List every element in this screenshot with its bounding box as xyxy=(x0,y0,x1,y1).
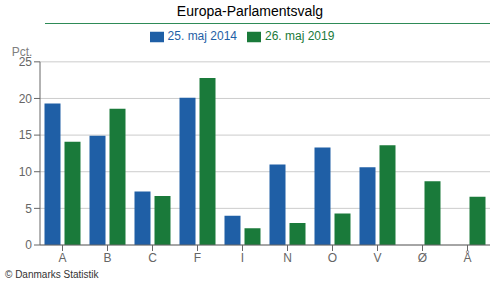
svg-text:C: C xyxy=(148,251,157,265)
svg-text:20: 20 xyxy=(19,92,33,106)
html-text:Europa-Parlamentsvalg: Europa-Parlamentsvalg xyxy=(176,3,324,19)
svg-text:5: 5 xyxy=(25,202,32,216)
svg-text:N: N xyxy=(283,251,292,265)
svg-text:F: F xyxy=(194,251,201,265)
svg-text:25: 25 xyxy=(18,55,32,70)
svg-text:0: 0 xyxy=(25,238,32,252)
svg-text:V: V xyxy=(373,251,381,265)
svg-text:I: I xyxy=(241,251,244,265)
svg-text:10: 10 xyxy=(19,165,33,179)
svg-text:Ø: Ø xyxy=(418,251,427,265)
html-text:26. maj 2019: 26. maj 2019 xyxy=(265,29,335,43)
svg-text:Pct.: Pct. xyxy=(12,45,33,59)
svg-text:O: O xyxy=(328,251,337,265)
svg-text:B: B xyxy=(103,251,111,265)
html-text:© Danmarks Statistik: © Danmarks Statistik xyxy=(5,269,99,280)
html-text:25. maj 2014: 25. maj 2014 xyxy=(167,29,237,43)
svg-text:Å: Å xyxy=(463,250,471,265)
svg-text:15: 15 xyxy=(19,128,33,142)
svg-text:A: A xyxy=(58,251,66,265)
